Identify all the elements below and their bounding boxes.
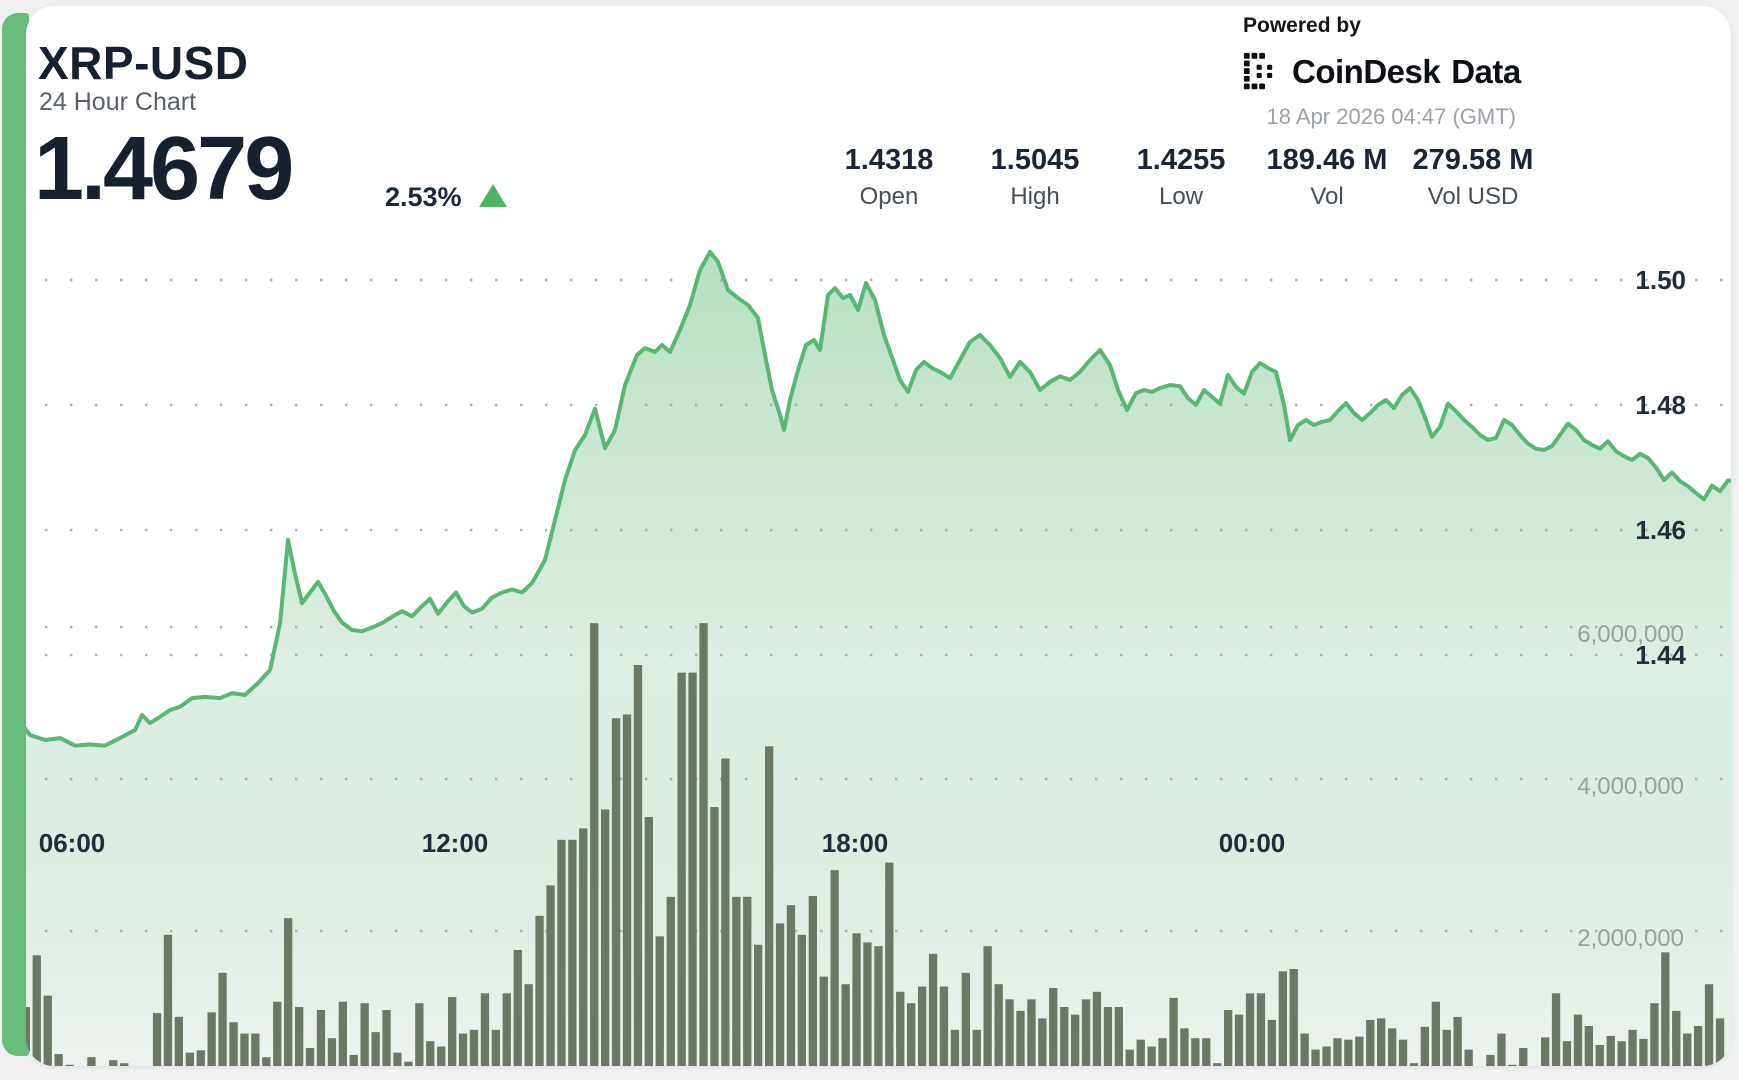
- stat-high-label: High: [1010, 183, 1060, 210]
- price-area: [26, 251, 1731, 1066]
- price-volume-chart: [26, 249, 1731, 1066]
- stat-vol-usd-value: 279.58 M: [1412, 144, 1534, 176]
- stat-open-value: 1.4318: [844, 144, 934, 176]
- stat-low: 1.4255 Low: [1108, 144, 1254, 211]
- brand-name: CoinDesk: [1292, 53, 1441, 90]
- time-tick-label: 12:00: [421, 828, 489, 858]
- price-tick-label: 1.44: [1635, 640, 1686, 670]
- stat-high-value: 1.5045: [990, 144, 1080, 176]
- left-accent-bar: [2, 13, 29, 1056]
- stat-vol-label: Vol: [1310, 183, 1344, 210]
- coindesk-data-logo[interactable]: CoinDesk Data: [1243, 50, 1521, 94]
- chart-timestamp: 18 Apr 2026 04:47 (GMT): [1266, 104, 1516, 129]
- current-price: 1.4679: [34, 119, 294, 219]
- volume-tick-label: 2,000,000: [1577, 925, 1684, 952]
- price-tick-label: 1.46: [1635, 515, 1686, 545]
- stat-high: 1.5045 High: [962, 144, 1108, 211]
- coindesk-logo-icon: [1243, 52, 1283, 92]
- stat-open-label: Open: [859, 183, 919, 210]
- stat-vol-usd: 279.58 M Vol USD: [1400, 144, 1546, 211]
- stat-open: 1.4318 Open: [816, 144, 962, 211]
- chart-subtitle: 24 Hour Chart: [39, 88, 197, 116]
- price-line: [26, 249, 1731, 748]
- volume-bars: [26, 623, 1725, 1066]
- stat-vol: 189.46 M Vol: [1254, 144, 1400, 211]
- stats-row: 1.4318 Open 1.5045 High 1.4255 Low 189.4…: [816, 144, 1548, 211]
- price-tick-label: 1.50: [1635, 265, 1686, 295]
- time-tick-label: 18:00: [821, 828, 889, 858]
- chart-card: [26, 6, 1731, 1066]
- volume-tick-label: 6,000,000: [1577, 621, 1684, 648]
- stat-low-label: Low: [1158, 183, 1204, 210]
- stat-vol-usd-label: Vol USD: [1427, 183, 1519, 210]
- brand-suffix: Data: [1451, 53, 1521, 90]
- time-tick-label: 00:00: [1218, 828, 1286, 858]
- price-tick-label: 1.48: [1635, 390, 1686, 420]
- volume-tick-label: 4,000,000: [1577, 773, 1684, 800]
- up-arrow-icon: [479, 184, 507, 207]
- powered-by-label: Powered by: [1243, 14, 1361, 37]
- price-change-percent: 2.53%: [385, 182, 462, 212]
- page-title: XRP-USD: [38, 37, 249, 89]
- stat-low-value: 1.4255: [1136, 144, 1226, 176]
- time-tick-label: 06:00: [38, 828, 106, 858]
- stat-vol-value: 189.46 M: [1266, 144, 1388, 176]
